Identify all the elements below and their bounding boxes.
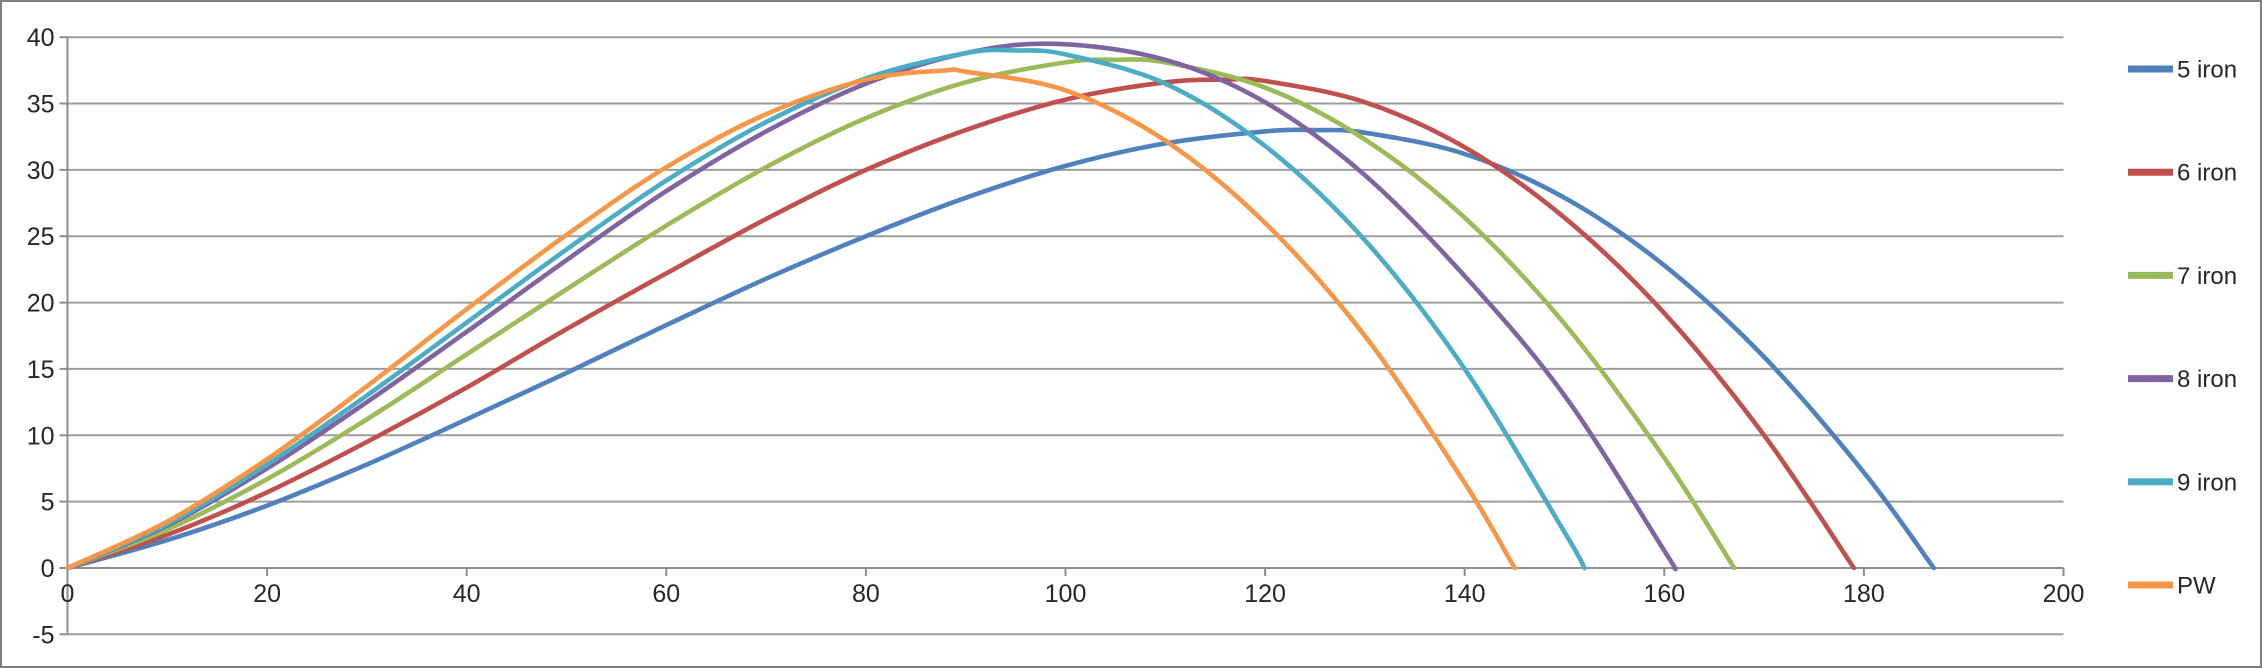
series-line-7-iron[interactable] xyxy=(65,57,1737,571)
x-tick-label-180: 180 xyxy=(1843,580,1885,608)
legend-label: 5 iron xyxy=(2177,57,2237,84)
series-line-6-iron[interactable] xyxy=(65,76,1857,571)
legend-item-pw[interactable]: PW xyxy=(2128,573,2216,600)
series-line-pw[interactable] xyxy=(65,66,1517,571)
y-tick-label-30: 30 xyxy=(27,157,55,185)
x-tick-label-60: 60 xyxy=(652,580,680,608)
legend-label: 7 iron xyxy=(2177,263,2237,290)
x-tick-label-0: 0 xyxy=(61,580,75,608)
legend-label: 6 iron xyxy=(2177,160,2237,187)
legend-item-9-iron[interactable]: 9 iron xyxy=(2128,469,2237,496)
y-tick-label-25: 25 xyxy=(27,223,55,251)
series-line-5-iron[interactable] xyxy=(65,127,1937,571)
y-tick-label-15: 15 xyxy=(27,356,55,384)
y-tick-label-10: 10 xyxy=(27,422,55,450)
x-tick-label-20: 20 xyxy=(253,580,281,608)
x-tick-label-100: 100 xyxy=(1045,580,1087,608)
y-tick-label-20: 20 xyxy=(27,290,55,318)
y-tick-label--5: -5 xyxy=(32,621,54,649)
legend-item-8-iron[interactable]: 8 iron xyxy=(2128,366,2237,393)
legend-item-5-iron[interactable]: 5 iron xyxy=(2128,57,2237,84)
x-tick-label-40: 40 xyxy=(453,580,481,608)
x-tick-label-200: 200 xyxy=(2043,580,2085,608)
series-line-9-iron[interactable] xyxy=(65,47,1587,571)
legend-label: 8 iron xyxy=(2177,366,2237,393)
legend-item-6-iron[interactable]: 6 iron xyxy=(2128,160,2237,187)
legend-label: PW xyxy=(2177,573,2216,600)
legend-item-7-iron[interactable]: 7 iron xyxy=(2128,263,2237,290)
x-tick-label-140: 140 xyxy=(1444,580,1486,608)
legend-label: 9 iron xyxy=(2177,469,2237,496)
y-tick-label-5: 5 xyxy=(41,489,55,517)
y-tick-label-40: 40 xyxy=(27,24,55,52)
y-tick-label-35: 35 xyxy=(27,91,55,119)
x-tick-label-80: 80 xyxy=(852,580,880,608)
y-tick-label-0: 0 xyxy=(41,555,55,583)
x-tick-label-120: 120 xyxy=(1244,580,1286,608)
x-tick-label-160: 160 xyxy=(1643,580,1685,608)
